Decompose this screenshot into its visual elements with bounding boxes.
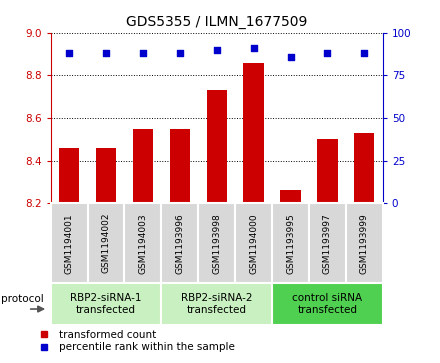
Text: GSM1193999: GSM1193999 — [360, 213, 369, 274]
Bar — [88, 203, 125, 283]
Text: RBP2-siRNA-2
transfected: RBP2-siRNA-2 transfected — [181, 293, 253, 315]
Bar — [198, 203, 235, 283]
Text: GSM1194000: GSM1194000 — [249, 213, 258, 274]
Text: GSM1193998: GSM1193998 — [212, 213, 221, 274]
Legend: transformed count, percentile rank within the sample: transformed count, percentile rank withi… — [34, 330, 235, 352]
Bar — [235, 203, 272, 283]
Bar — [161, 283, 272, 325]
Point — [139, 50, 147, 56]
Bar — [272, 203, 309, 283]
Text: control siRNA
transfected: control siRNA transfected — [292, 293, 363, 315]
Bar — [206, 90, 227, 203]
Bar — [96, 148, 116, 203]
Bar — [243, 62, 264, 203]
Text: GSM1193995: GSM1193995 — [286, 213, 295, 274]
Text: protocol: protocol — [1, 294, 44, 304]
Bar — [272, 283, 383, 325]
Point — [213, 47, 220, 53]
Bar — [309, 203, 346, 283]
Title: GDS5355 / ILMN_1677509: GDS5355 / ILMN_1677509 — [126, 15, 308, 29]
Text: GSM1193996: GSM1193996 — [175, 213, 184, 274]
Bar — [354, 133, 374, 203]
Point — [287, 54, 294, 60]
Text: GSM1194003: GSM1194003 — [138, 213, 147, 274]
Point — [361, 50, 368, 56]
Bar — [170, 129, 190, 203]
Point — [176, 50, 183, 56]
Text: GSM1193997: GSM1193997 — [323, 213, 332, 274]
Bar — [280, 191, 301, 203]
Bar — [59, 148, 79, 203]
Bar — [133, 129, 153, 203]
Point — [250, 45, 257, 51]
Point — [103, 50, 110, 56]
Point — [66, 50, 73, 56]
Bar — [51, 283, 161, 325]
Bar — [161, 203, 198, 283]
Text: RBP2-siRNA-1
transfected: RBP2-siRNA-1 transfected — [70, 293, 142, 315]
Text: GSM1194001: GSM1194001 — [65, 213, 73, 274]
Text: GSM1194002: GSM1194002 — [102, 213, 110, 273]
Bar — [51, 203, 88, 283]
Bar — [346, 203, 383, 283]
Bar — [125, 203, 161, 283]
Point — [324, 50, 331, 56]
Bar — [317, 139, 337, 203]
